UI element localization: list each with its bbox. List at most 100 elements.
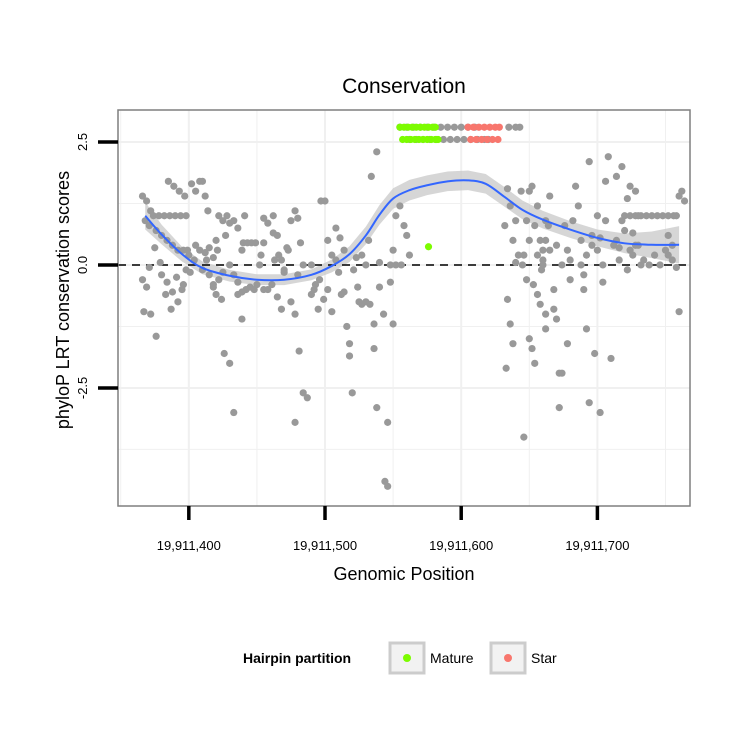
data-point: [631, 187, 640, 195]
y-tick-label: -2.5: [75, 377, 90, 399]
data-point: [672, 263, 680, 272]
data-point: [238, 315, 246, 323]
data-point: [431, 123, 439, 131]
data-point: [226, 261, 234, 269]
data-point: [324, 285, 332, 294]
data-point: [335, 268, 343, 276]
data-point: [209, 283, 217, 291]
data-point: [303, 394, 311, 402]
legend-key-star: [504, 654, 512, 662]
data-point: [294, 214, 302, 222]
data-point: [582, 251, 591, 259]
data-point: [287, 298, 295, 306]
data-point: [607, 354, 615, 363]
legend: Hairpin partition Mature Star: [243, 641, 557, 675]
data-point: [143, 197, 151, 205]
data-point: [201, 192, 209, 200]
legend-title: Hairpin partition: [243, 650, 351, 666]
data-point: [588, 241, 596, 249]
data-point: [155, 212, 163, 220]
data-point: [324, 236, 332, 244]
data-point: [352, 253, 360, 262]
data-point: [593, 212, 601, 220]
data-point: [552, 315, 561, 323]
data-point: [577, 261, 585, 269]
data-point: [291, 207, 299, 215]
data-point: [345, 340, 354, 348]
data-point: [209, 253, 217, 262]
data-point: [295, 347, 303, 355]
data-point: [505, 123, 513, 131]
data-point: [472, 135, 480, 144]
smooth-curve: [144, 179, 680, 282]
data-point: [637, 212, 645, 220]
panel-background: [118, 110, 690, 506]
data-point: [138, 276, 147, 284]
data-point: [664, 251, 672, 259]
data-point: [518, 261, 527, 269]
data-point: [287, 217, 295, 225]
data-point: [336, 234, 344, 242]
data-point: [143, 283, 151, 291]
data-point: [389, 320, 397, 328]
data-point: [626, 212, 634, 220]
data-point: [536, 236, 544, 244]
data-point: [552, 241, 561, 249]
legend-key-mature: [403, 654, 411, 662]
data-point: [533, 251, 542, 259]
data-point: [615, 244, 623, 252]
data-point: [220, 349, 228, 358]
data-point: [230, 408, 238, 417]
data-point: [328, 251, 336, 259]
x-axis: 19,911,400 19,911,500 19,911,600 19,911,700: [157, 506, 629, 553]
data-point: [539, 256, 547, 264]
data-point: [460, 135, 468, 144]
data-point: [314, 305, 322, 313]
data-point: [664, 212, 672, 220]
data-point: [558, 261, 566, 269]
x-tick-label: 19,911,600: [429, 538, 493, 553]
data-point: [257, 251, 265, 259]
data-point: [483, 135, 491, 144]
data-point: [528, 344, 536, 353]
legend-label-mature: Mature: [430, 650, 474, 666]
data-point: [533, 202, 542, 210]
data-point: [370, 320, 378, 328]
data-point: [186, 268, 194, 276]
data-point: [536, 300, 544, 308]
data-point: [234, 278, 242, 286]
y-axis: 2.5 0.0 -2.5: [75, 133, 118, 399]
data-point: [205, 271, 213, 279]
data-point: [469, 123, 478, 131]
data-point: [486, 123, 494, 131]
data-point: [531, 359, 539, 367]
data-point: [656, 261, 664, 269]
data-point: [386, 278, 394, 286]
data-point: [403, 231, 411, 240]
data-point: [320, 295, 328, 303]
data-point: [424, 243, 433, 251]
data-point: [152, 332, 160, 340]
data-point: [542, 310, 550, 318]
data-point: [373, 148, 381, 156]
data-point: [520, 433, 528, 441]
data-point: [392, 212, 400, 220]
data-point: [375, 258, 384, 267]
data-point: [149, 212, 158, 220]
data-point: [321, 197, 329, 205]
data-point: [147, 310, 155, 318]
legend-label-star: Star: [531, 650, 557, 666]
data-point: [443, 123, 452, 131]
data-point: [389, 246, 397, 254]
data-point: [253, 281, 261, 289]
data-point: [386, 261, 394, 269]
data-point: [509, 340, 517, 348]
data-point: [268, 281, 276, 289]
data-point: [366, 300, 374, 308]
smooth-curve-layer: [144, 179, 680, 282]
data-point: [264, 219, 272, 227]
data-point: [400, 222, 408, 230]
data-point: [201, 249, 209, 257]
data-point: [569, 217, 577, 225]
